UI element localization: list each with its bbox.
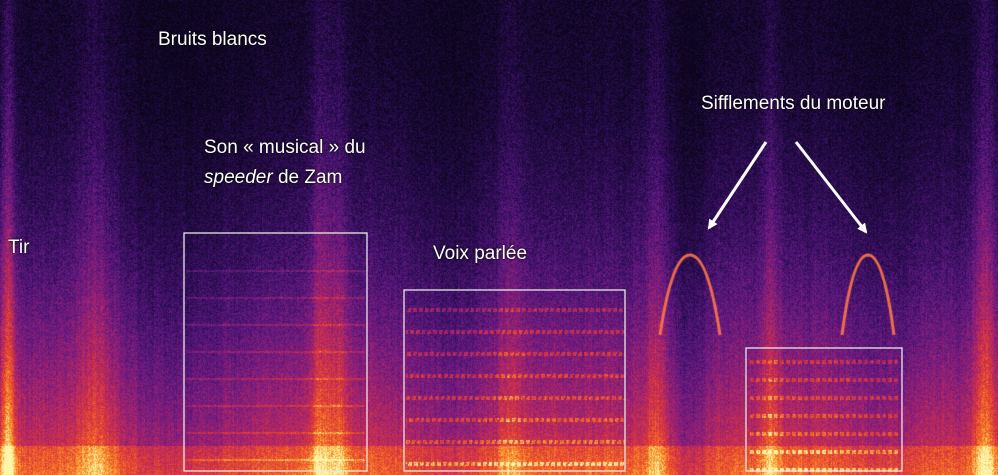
musical-sound-label: Son « musical » du speeder de Zam: [204, 133, 366, 193]
musical-sound-label-line1: Son « musical » du: [204, 137, 366, 158]
engine-region-box: [745, 347, 903, 472]
arrow-down-left-icon: [707, 141, 768, 230]
arrow-down-right-icon: [794, 141, 868, 234]
spoken-voice-box: [403, 289, 626, 472]
spoken-voice-label: Voix parlée: [433, 243, 528, 264]
musical-sound-box: [183, 232, 368, 472]
white-noise-label: Bruits blancs: [158, 29, 267, 50]
musical-sound-label-rest: de Zam: [272, 167, 343, 188]
engine-whistles-label: Sifflements du moteur: [701, 93, 886, 114]
shot-label: Tir: [8, 237, 30, 258]
speeder-word: speeder: [204, 167, 273, 188]
musical-sound-label-line2: speeder de Zam: [204, 163, 366, 193]
